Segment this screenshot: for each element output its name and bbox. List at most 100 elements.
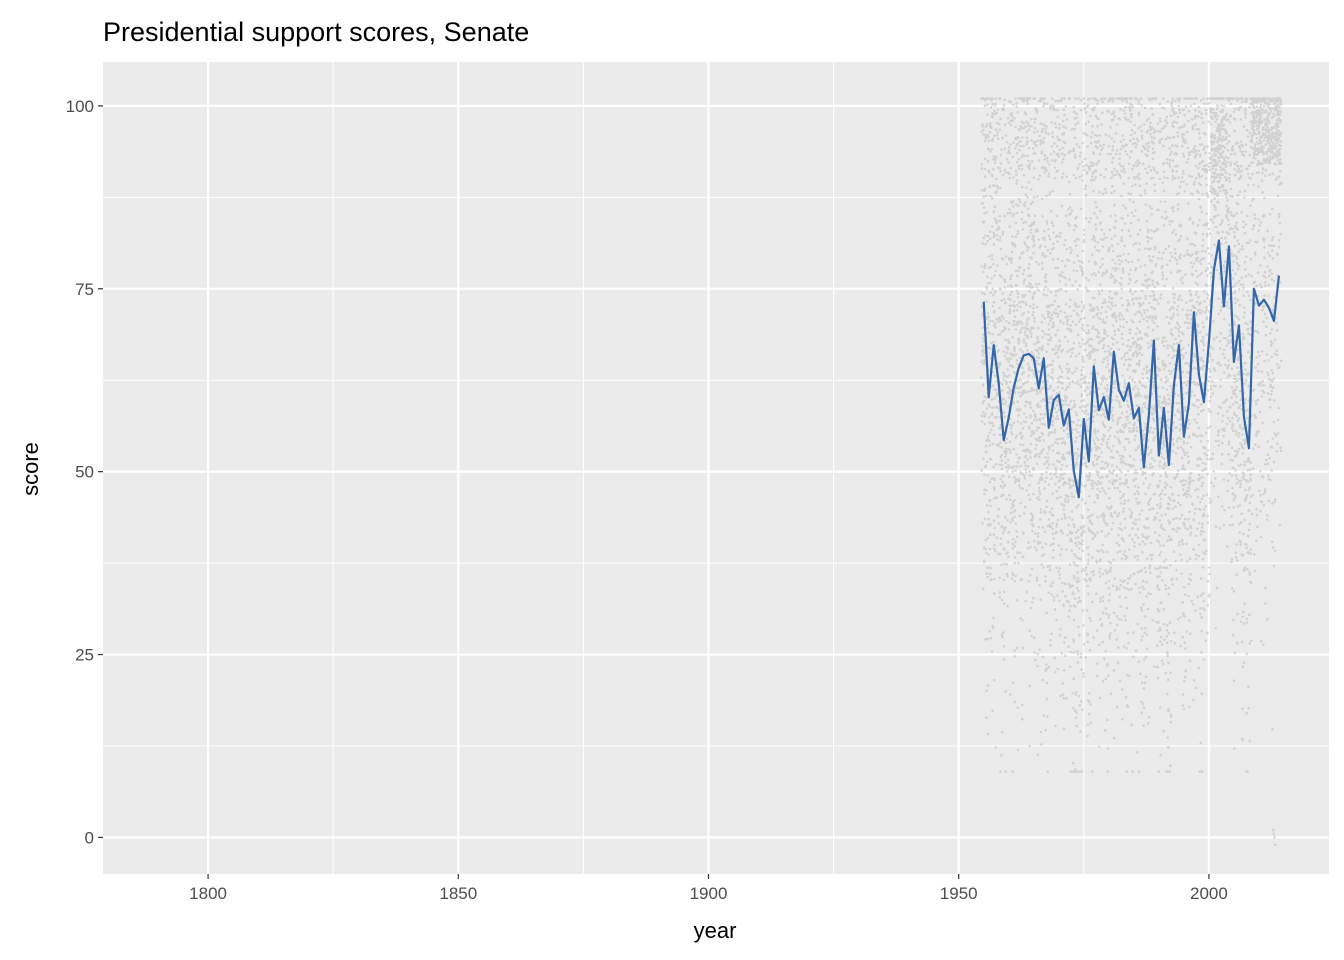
data-point	[986, 281, 990, 285]
data-point	[1040, 320, 1044, 324]
data-point	[1069, 324, 1072, 327]
data-point	[1033, 539, 1036, 543]
data-point	[1071, 428, 1075, 431]
data-point	[1110, 176, 1113, 180]
data-point	[1016, 292, 1020, 295]
data-point	[1084, 122, 1088, 126]
data-point	[1178, 255, 1181, 258]
data-point	[1038, 452, 1041, 456]
data-point	[1105, 442, 1109, 446]
data-point	[1098, 567, 1102, 570]
data-point	[1185, 383, 1188, 387]
data-point	[1095, 413, 1099, 416]
data-point	[1025, 142, 1028, 146]
data-point	[1037, 263, 1041, 266]
data-point	[1142, 384, 1145, 388]
data-point	[990, 413, 994, 416]
data-point	[1011, 323, 1015, 327]
data-point	[1052, 542, 1055, 546]
data-point	[1110, 302, 1113, 305]
data-point	[1084, 276, 1088, 280]
data-point	[1126, 118, 1130, 122]
data-point	[1024, 220, 1028, 224]
data-point	[995, 111, 998, 115]
data-point	[1158, 553, 1161, 557]
data-point	[1196, 405, 1200, 409]
data-point	[985, 571, 988, 575]
data-point	[1137, 218, 1140, 222]
data-point	[1082, 304, 1086, 307]
data-point	[1081, 498, 1084, 501]
data-point	[1029, 202, 1032, 206]
data-point	[1017, 341, 1020, 345]
data-point	[1018, 256, 1021, 260]
data-point	[1134, 385, 1137, 388]
data-point	[1067, 435, 1070, 439]
data-point	[1088, 308, 1092, 312]
data-point	[1075, 423, 1079, 427]
data-point	[1138, 351, 1141, 355]
data-point	[1164, 124, 1168, 128]
data-point	[1194, 534, 1198, 538]
data-point	[987, 266, 991, 269]
data-point	[1056, 257, 1060, 261]
data-point	[1146, 171, 1149, 175]
data-point	[1140, 129, 1144, 133]
data-point	[1187, 517, 1190, 521]
data-point	[1156, 676, 1160, 680]
data-point	[1008, 208, 1011, 211]
data-point	[1143, 658, 1146, 661]
data-point	[1127, 440, 1131, 444]
data-point	[1107, 295, 1111, 299]
data-point	[1064, 290, 1068, 293]
data-point	[1047, 665, 1051, 669]
data-point	[1202, 530, 1205, 534]
data-point	[1113, 203, 1116, 207]
data-point	[1002, 278, 1006, 282]
data-point	[1116, 242, 1120, 246]
data-point	[1039, 435, 1042, 439]
data-point	[1185, 630, 1189, 633]
data-point	[1194, 231, 1198, 235]
data-point	[1141, 372, 1145, 376]
data-point	[1049, 638, 1052, 642]
data-point	[986, 311, 990, 315]
data-point	[1104, 534, 1108, 538]
data-point	[1129, 133, 1133, 137]
data-point	[1188, 422, 1191, 426]
data-point	[1162, 144, 1165, 148]
data-point	[1147, 715, 1151, 719]
data-point	[1017, 337, 1021, 341]
data-point	[1075, 544, 1078, 547]
data-point	[1003, 147, 1007, 150]
data-point	[1193, 418, 1196, 421]
data-point	[1123, 379, 1126, 382]
data-point	[1119, 522, 1122, 526]
data-point	[1072, 638, 1075, 641]
data-point	[1076, 254, 1079, 258]
data-point	[1134, 649, 1138, 652]
data-point	[1082, 462, 1085, 466]
data-point	[1076, 287, 1079, 291]
data-point	[1032, 97, 1036, 101]
data-point	[986, 575, 989, 579]
data-point	[1191, 253, 1194, 256]
data-point	[984, 412, 987, 416]
data-point	[1003, 298, 1006, 301]
data-point	[1148, 462, 1152, 466]
data-point	[1091, 600, 1094, 604]
data-point	[1010, 274, 1013, 277]
data-point	[1068, 382, 1072, 385]
data-point	[1066, 318, 1070, 321]
data-point	[1055, 351, 1059, 354]
data-point	[992, 262, 995, 266]
data-point	[1008, 341, 1011, 345]
data-point	[1126, 214, 1130, 217]
data-point	[1188, 619, 1191, 622]
data-point	[1125, 478, 1128, 482]
data-point	[1140, 314, 1144, 317]
data-point	[1107, 560, 1111, 563]
data-point	[1064, 214, 1068, 217]
data-point	[1098, 209, 1102, 213]
data-point	[1027, 493, 1031, 497]
